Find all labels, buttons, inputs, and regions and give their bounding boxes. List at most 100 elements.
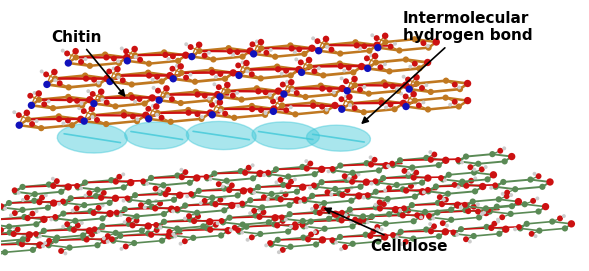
Point <box>114 73 123 78</box>
Point <box>206 111 215 115</box>
Point <box>272 180 281 185</box>
Point <box>419 190 429 195</box>
Point <box>358 214 368 219</box>
Point <box>249 176 258 180</box>
Point <box>14 191 24 195</box>
Point <box>270 216 280 220</box>
Point <box>43 205 52 210</box>
Point <box>27 103 36 108</box>
Point <box>71 219 80 223</box>
Point <box>429 224 439 228</box>
Point <box>528 199 538 203</box>
Point <box>309 36 318 41</box>
Point <box>279 217 288 221</box>
Point <box>360 219 370 223</box>
Point <box>342 89 352 93</box>
Point <box>103 234 112 238</box>
Point <box>327 47 336 52</box>
Point <box>284 184 293 188</box>
Point <box>114 75 123 80</box>
Point <box>380 40 390 44</box>
Point <box>58 49 67 53</box>
Point <box>9 232 18 236</box>
Point <box>263 197 273 202</box>
Point <box>168 54 178 59</box>
Point <box>223 83 232 87</box>
Point <box>347 211 356 215</box>
Point <box>337 218 346 222</box>
Point <box>404 174 413 178</box>
Point <box>281 192 290 196</box>
Ellipse shape <box>252 122 319 149</box>
Point <box>222 179 231 183</box>
Point <box>501 227 511 231</box>
Point <box>350 77 359 81</box>
Point <box>545 180 555 184</box>
Point <box>233 204 243 208</box>
Point <box>437 202 446 206</box>
Point <box>357 64 366 69</box>
Point <box>273 96 282 101</box>
Point <box>214 85 224 89</box>
Point <box>35 234 45 238</box>
Point <box>130 100 140 104</box>
Point <box>186 192 196 196</box>
Point <box>80 203 89 207</box>
Point <box>126 93 135 97</box>
Point <box>151 199 161 203</box>
Point <box>294 47 304 51</box>
Point <box>283 230 293 234</box>
Point <box>445 103 455 107</box>
Point <box>52 179 61 183</box>
Point <box>220 77 230 81</box>
Point <box>366 234 375 238</box>
Point <box>340 174 349 178</box>
Point <box>166 232 176 236</box>
Point <box>119 198 128 203</box>
Point <box>41 72 51 77</box>
Point <box>210 171 219 176</box>
Point <box>346 220 356 224</box>
Point <box>160 50 169 54</box>
Point <box>469 167 479 172</box>
Point <box>4 201 14 205</box>
Point <box>24 117 33 121</box>
Point <box>94 206 103 210</box>
Point <box>478 184 487 189</box>
Point <box>91 194 101 198</box>
Point <box>336 51 345 56</box>
Point <box>492 205 502 209</box>
Point <box>207 68 216 72</box>
Point <box>425 222 435 226</box>
Point <box>0 205 8 210</box>
Point <box>399 75 408 79</box>
Point <box>248 42 257 47</box>
Point <box>1 206 10 211</box>
Point <box>107 178 116 182</box>
Point <box>137 228 147 233</box>
Point <box>319 201 329 205</box>
Point <box>223 181 233 185</box>
Point <box>493 218 502 222</box>
Point <box>42 82 52 87</box>
Point <box>194 189 204 193</box>
Point <box>233 228 243 232</box>
Point <box>418 190 427 194</box>
Point <box>436 176 446 180</box>
Point <box>78 233 88 238</box>
Point <box>210 82 219 86</box>
Point <box>111 104 120 109</box>
Point <box>359 195 368 200</box>
Point <box>306 161 315 166</box>
Point <box>249 52 259 56</box>
Point <box>373 180 382 185</box>
Point <box>406 184 416 188</box>
Point <box>346 199 356 203</box>
Point <box>433 210 442 215</box>
Point <box>474 209 483 214</box>
Point <box>376 98 386 102</box>
Point <box>191 90 201 94</box>
Point <box>144 73 154 78</box>
Point <box>307 207 317 211</box>
Point <box>327 167 337 171</box>
